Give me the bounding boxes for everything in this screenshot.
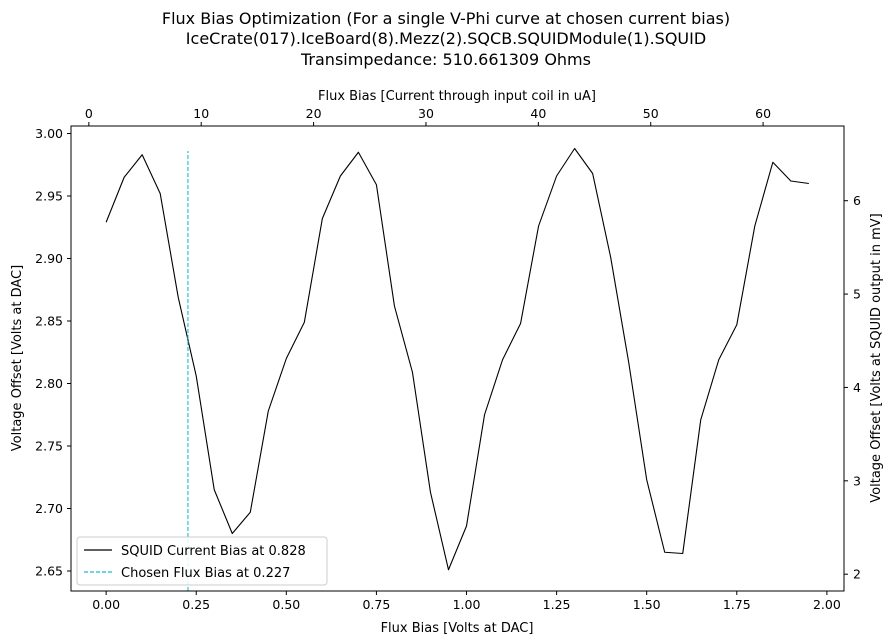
y-tick-label: 2.70 [35,501,63,516]
y-tick-label: 2.90 [35,251,63,266]
y2-tick-label: 3 [853,473,861,488]
legend-label-chosen-flux: Chosen Flux Bias at 0.227 [121,566,290,581]
y-tick-label: 2.85 [35,314,63,329]
x2-tick-label: 40 [530,106,546,121]
x2-tick-label: 50 [643,106,659,121]
plot-layer [105,147,809,591]
x-tick-label: 1.00 [453,597,481,612]
x2-tick-label: 0 [85,106,93,121]
x-tick-label: 1.50 [633,597,661,612]
chart-title-line-3: Transimpedance: 510.661309 Ohms [300,50,591,69]
y-tick-label: 2.80 [35,376,63,391]
legend: SQUID Current Bias at 0.828 Chosen Flux … [76,536,328,586]
x-tick-label: 0.50 [272,597,300,612]
x-tick-label: 1.25 [543,597,571,612]
x2-tick-label: 30 [418,106,434,121]
legend-label-squid-bias: SQUID Current Bias at 0.828 [121,544,306,559]
y2-tick-label: 4 [853,380,861,395]
x-axis-label: Flux Bias [Volts at DAC] [381,621,534,636]
chart-title-line-2: IceCrate(017).IceBoard(8).Mezz(2).SQCB.S… [186,29,706,48]
y2-tick-label: 5 [853,287,861,302]
x-tick-label: 1.75 [723,597,751,612]
x-tick-label: 0.25 [182,597,210,612]
y-tick-label: 3.00 [35,126,63,141]
chart-title-line-1: Flux Bias Optimization (For a single V-P… [162,9,730,28]
legend-box [76,536,328,586]
x2-tick-label: 10 [193,106,209,121]
y-tick-label: 2.75 [35,439,63,454]
y2-axis-label: Voltage Offset [Volts at SQUID output in… [869,213,884,502]
y-tick-label: 2.65 [35,564,63,579]
x2-tick-label: 20 [306,106,322,121]
plot-frame [70,125,845,592]
x2-tick-label: 60 [755,106,771,121]
ticks-layer: 0.00 0.25 0.50 0.75 1.00 1.25 1.50 1.75 2.00 2.65… [35,106,861,612]
x-tick-label: 0.00 [92,597,120,612]
y-tick-label: 2.95 [35,189,63,204]
y2-tick-label: 6 [853,193,861,208]
y2-tick-label: 2 [853,567,861,582]
x-tick-label: 2.00 [813,597,841,612]
y-axis-label: Voltage Offset [Volts at DAC] [10,265,25,451]
series-line-squid-bias [105,147,809,571]
x2-axis-label: Flux Bias [Current through input coil in… [318,89,596,104]
x-tick-label: 0.75 [362,597,390,612]
